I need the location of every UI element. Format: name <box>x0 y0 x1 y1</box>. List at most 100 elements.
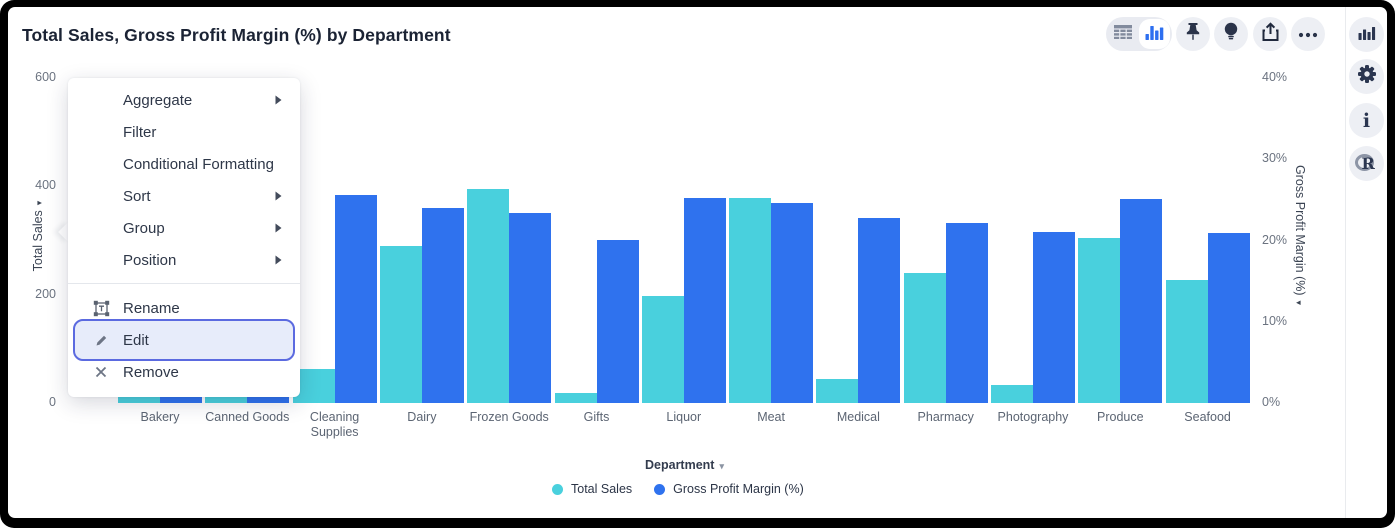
menu-item-sort[interactable]: Sort <box>68 180 300 212</box>
rail-divider <box>1345 7 1346 518</box>
menu-item-label: Remove <box>123 363 179 381</box>
y-axis-title-right[interactable]: Gross Profit Margin (%) ▾ <box>1293 110 1307 360</box>
menu-item-label: Aggregate <box>123 91 193 109</box>
y-axis-tick-right: 10% <box>1262 313 1288 328</box>
bar-total-sales-pharmacy[interactable] <box>903 273 946 403</box>
bar-total-sales-produce[interactable] <box>1078 238 1121 403</box>
bar-group-photography <box>991 78 1075 403</box>
bar-group-produce <box>1078 78 1163 403</box>
bar-gross-profit-margin-seafood[interactable] <box>1207 233 1250 403</box>
context-menu: Aggregate Filter Conditional Formatting Sor… <box>68 78 300 397</box>
legend-dot-icon <box>654 483 666 495</box>
table-view-button[interactable] <box>1106 17 1139 51</box>
y-axis-title-left[interactable]: Total Sales ▾ <box>31 116 45 356</box>
bar-group-meat <box>729 78 814 403</box>
bar-group-liquor <box>641 78 726 403</box>
menu-item-conditional-formatting[interactable]: Conditional Formatting <box>68 148 300 180</box>
bar-total-sales-gifts[interactable] <box>554 393 597 403</box>
legend: Total Sales Gross Profit Margin (%) <box>552 482 804 496</box>
edit-icon <box>92 333 110 348</box>
bar-gross-profit-margin-pharmacy[interactable] <box>945 223 988 403</box>
bar-gross-profit-margin-cleaning-supplies[interactable] <box>334 195 377 403</box>
x-axis-label: Liquor <box>666 410 702 424</box>
lightbulb-icon <box>1223 22 1239 46</box>
page-title: Total Sales, Gross Profit Margin (%) by … <box>22 25 451 45</box>
lightbulb-button[interactable] <box>1214 17 1248 51</box>
y-axis-title-left-label: Total Sales <box>31 210 45 272</box>
menu-item-label: Rename <box>123 299 180 317</box>
export-icon <box>1261 21 1280 47</box>
bar-total-sales-photography[interactable] <box>991 385 1033 403</box>
bar-group-seafood <box>1165 78 1250 403</box>
menu-item-group[interactable]: Group <box>68 212 300 244</box>
pin-button[interactable] <box>1176 17 1210 51</box>
menu-item-position[interactable]: Position <box>68 244 300 276</box>
y-axis-tick-right: 0% <box>1262 395 1281 409</box>
bar-gross-profit-margin-produce[interactable] <box>1120 199 1163 403</box>
info-icon: i <box>1362 109 1371 132</box>
submenu-arrow-icon <box>275 255 282 265</box>
bar-gross-profit-margin-frozen-goods[interactable] <box>509 213 552 403</box>
bar-gross-profit-margin-liquor[interactable] <box>683 198 726 403</box>
bar-group-cleaning-supplies <box>292 78 377 403</box>
bar-gross-profit-margin-gifts[interactable] <box>596 240 639 403</box>
x-axis-label: Meat <box>757 410 785 424</box>
menu-item-label: Filter <box>123 123 157 141</box>
y-axis-tick-left: 200 <box>35 286 56 301</box>
legend-item[interactable]: Total Sales <box>552 482 632 496</box>
x-axis-label: Dairy <box>407 410 437 424</box>
y-axis-tick-right: 30% <box>1262 151 1288 166</box>
bar-total-sales-seafood[interactable] <box>1165 280 1208 403</box>
x-axis-label: Cleaning Supplies <box>309 410 360 439</box>
x-axis-label: Seafood <box>1184 410 1231 424</box>
r-logo-icon: R <box>1354 153 1379 175</box>
bar-gross-profit-margin-photography[interactable] <box>1033 232 1075 403</box>
bar-group-gifts <box>554 78 639 403</box>
view-switcher <box>1106 17 1172 51</box>
pin-icon <box>1184 22 1202 46</box>
y-axis-tick-right: 40% <box>1262 70 1288 84</box>
menu-item-rename[interactable]: Rename <box>68 292 300 324</box>
menu-item-edit[interactable]: Edit <box>68 324 300 356</box>
x-axis-label: Gifts <box>583 410 610 424</box>
legend-label: Gross Profit Margin (%) <box>673 482 804 496</box>
bar-group-dairy <box>379 78 464 403</box>
menu-item-filter[interactable]: Filter <box>68 116 300 148</box>
column-chart-icon <box>1358 25 1376 45</box>
x-axis-label: Frozen Goods <box>469 410 549 424</box>
info-button[interactable]: i <box>1349 103 1384 138</box>
x-axis-label: Photography <box>997 410 1069 424</box>
chart-view-button[interactable] <box>1139 19 1170 49</box>
ellipsis-icon <box>1298 25 1318 43</box>
x-axis-title-label: Department <box>645 458 715 472</box>
x-axis-title[interactable]: Department ▾ <box>645 458 724 472</box>
menu-item-remove[interactable]: Remove <box>68 356 300 388</box>
bar-total-sales-meat[interactable] <box>729 198 772 403</box>
export-button[interactable] <box>1253 17 1287 51</box>
more-options-button[interactable] <box>1291 17 1325 51</box>
rename-icon <box>92 300 110 317</box>
bar-gross-profit-margin-medical[interactable] <box>858 218 901 403</box>
settings-button[interactable] <box>1349 59 1384 94</box>
x-axis-label: Produce <box>1097 410 1144 424</box>
menu-item-aggregate[interactable]: Aggregate <box>68 84 300 116</box>
legend-dot-icon <box>552 483 563 495</box>
bar-chart-icon <box>1145 24 1164 45</box>
bar-gross-profit-margin-dairy[interactable] <box>421 208 464 403</box>
x-axis-label: Pharmacy <box>917 410 974 424</box>
bar-total-sales-dairy[interactable] <box>379 246 422 403</box>
bar-gross-profit-margin-meat[interactable] <box>771 203 814 403</box>
bar-group-pharmacy <box>903 78 988 403</box>
sort-arrow-icon: ▾ <box>1294 300 1304 306</box>
bar-group-frozen-goods <box>467 78 552 403</box>
menu-highlight-ring <box>73 319 295 361</box>
legend-item[interactable]: Gross Profit Margin (%) <box>654 482 804 496</box>
submenu-arrow-icon <box>275 223 282 233</box>
y-axis-tick-left: 400 <box>35 178 56 193</box>
chart-type-button[interactable] <box>1349 17 1384 52</box>
bar-total-sales-liquor[interactable] <box>641 296 684 403</box>
r-analytics-button[interactable]: R <box>1349 146 1384 181</box>
bar-total-sales-frozen-goods[interactable] <box>467 189 510 403</box>
bar-total-sales-medical[interactable] <box>816 379 859 403</box>
